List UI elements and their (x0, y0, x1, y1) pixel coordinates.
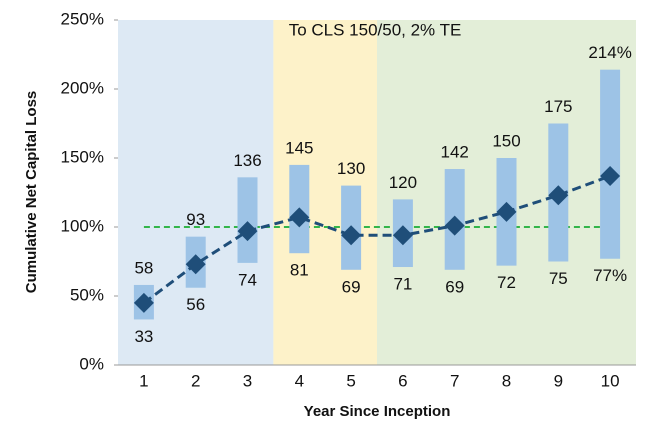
high-label: 58 (134, 258, 153, 277)
y-axis-label: Cumulative Net Capital Loss (23, 91, 40, 294)
low-label: 71 (393, 275, 412, 294)
high-label: 120 (389, 173, 417, 192)
x-tick-label: 6 (398, 371, 407, 390)
y-tick-label: 0% (79, 354, 104, 373)
median-marker (237, 221, 258, 242)
low-label: 69 (342, 277, 361, 296)
y-tick-label: 200% (61, 78, 104, 97)
median-marker (444, 215, 465, 236)
range-bar (237, 177, 258, 263)
x-tick-label: 1 (139, 371, 148, 390)
low-label: 33 (134, 327, 153, 346)
high-label: 175 (544, 97, 572, 116)
x-tick-label: 9 (554, 371, 563, 390)
median-marker (341, 225, 362, 246)
y-tick-label: 150% (61, 147, 104, 166)
y-tick-label: 100% (61, 216, 104, 235)
low-label: 81 (290, 261, 309, 280)
high-label: 214% (588, 43, 631, 62)
x-tick-label: 2 (191, 371, 200, 390)
x-tick-label: 10 (601, 371, 620, 390)
high-label: 150 (492, 131, 520, 150)
low-label: 75 (549, 269, 568, 288)
y-tick-label: 250% (61, 9, 104, 28)
x-tick-label: 3 (243, 371, 252, 390)
y-tick-label: 50% (70, 285, 104, 304)
high-label: 93 (186, 210, 205, 229)
high-label: 136 (233, 151, 261, 170)
shaded-region (273, 20, 377, 365)
high-label: 145 (285, 138, 313, 157)
x-tick-label: 7 (450, 371, 459, 390)
median-marker (185, 254, 206, 275)
median-marker (133, 292, 154, 313)
low-label: 56 (186, 295, 205, 314)
high-label: 142 (441, 143, 469, 162)
median-marker (548, 185, 569, 206)
median-marker (600, 165, 621, 186)
range-bar (600, 69, 621, 259)
x-tick-label: 5 (346, 371, 355, 390)
median-marker (496, 201, 517, 222)
x-tick-label: 8 (502, 371, 511, 390)
x-axis-label: Year Since Inception (304, 403, 451, 420)
low-label: 72 (497, 273, 516, 292)
median-marker (392, 225, 413, 246)
x-tick-label: 4 (295, 371, 304, 390)
low-label: 69 (445, 277, 464, 296)
annotation: To CLS 150/50, 2% TE (289, 20, 462, 39)
low-label: 74 (238, 270, 257, 289)
high-label: 130 (337, 159, 365, 178)
median-line (143, 174, 611, 305)
low-label: 77% (593, 266, 627, 285)
median-marker (289, 207, 310, 228)
